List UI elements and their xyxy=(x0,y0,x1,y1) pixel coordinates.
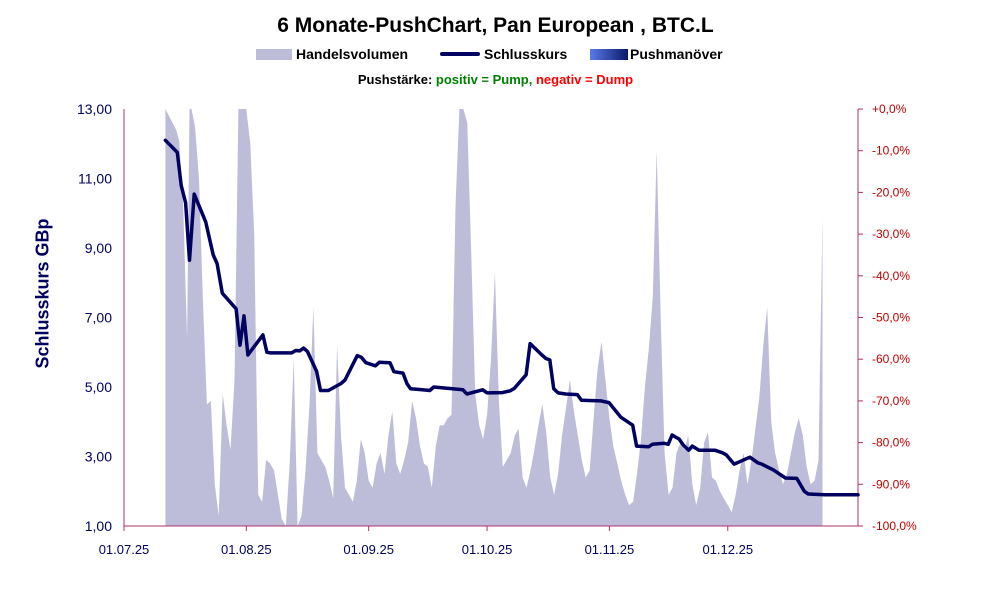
x-tick-label: 01.09.25 xyxy=(343,542,394,557)
y2-tick-label: +0,0% xyxy=(872,102,907,116)
legend-swatch-push xyxy=(590,48,628,60)
y2-tick-label: -80,0% xyxy=(872,436,910,450)
y-tick-label: 13,00 xyxy=(77,101,112,117)
x-tick-label: 01.07.25 xyxy=(99,542,150,557)
chart-title: 6 Monate-PushChart, Pan European , BTC.L xyxy=(277,14,714,37)
legend-label-push: Pushmanöver xyxy=(630,46,723,62)
y-tick-label: 7,00 xyxy=(85,310,112,326)
push-positive-note: positiv = Pump, xyxy=(435,72,533,87)
x-tick-label: 01.11.25 xyxy=(585,542,635,557)
legend-item-push: Pushmanöver xyxy=(590,46,723,62)
y2-tick-label: -20,0% xyxy=(872,185,910,199)
y2-tick-label: -90,0% xyxy=(872,477,910,491)
y-tick-label: 9,00 xyxy=(85,240,112,256)
push-strength-note: Pushstärke: positiv = Pump, negativ = Du… xyxy=(0,72,991,87)
y-tick-label: 3,00 xyxy=(85,449,112,465)
legend-swatch-volume xyxy=(256,48,292,60)
y-tick-label: 5,00 xyxy=(85,379,112,395)
y2-tick-label: -50,0% xyxy=(872,311,910,325)
y2-tick-label: -100,0% xyxy=(872,519,917,533)
legend-item-close: Schlusskurs xyxy=(440,46,567,62)
y-tick-label: 1,00 xyxy=(85,518,112,534)
push-strength-label: Pushstärke: xyxy=(357,72,433,87)
y2-tick-label: -70,0% xyxy=(872,394,910,408)
x-tick-label: 01.12.25 xyxy=(702,542,753,557)
legend: Handelsvolumen Schlusskurs Pushmanöver xyxy=(0,46,991,66)
y-tick-label: 11,00 xyxy=(78,171,112,187)
x-tick-label: 01.08.25 xyxy=(221,542,272,557)
push-negative-note: negativ = Dump xyxy=(535,72,634,87)
legend-swatch-close xyxy=(440,52,480,56)
x-tick-label: 01.10.25 xyxy=(462,542,513,557)
volume-area xyxy=(165,109,823,526)
legend-label-close: Schlusskurs xyxy=(484,46,568,62)
legend-label-volume: Handelsvolumen xyxy=(296,46,409,62)
y2-tick-label: -30,0% xyxy=(872,227,910,241)
y2-tick-label: -10,0% xyxy=(872,144,910,158)
y2-tick-label: -40,0% xyxy=(872,269,910,283)
y2-tick-label: -60,0% xyxy=(872,352,910,366)
legend-item-volume: Handelsvolumen xyxy=(256,46,408,62)
close-price-line xyxy=(163,138,860,497)
